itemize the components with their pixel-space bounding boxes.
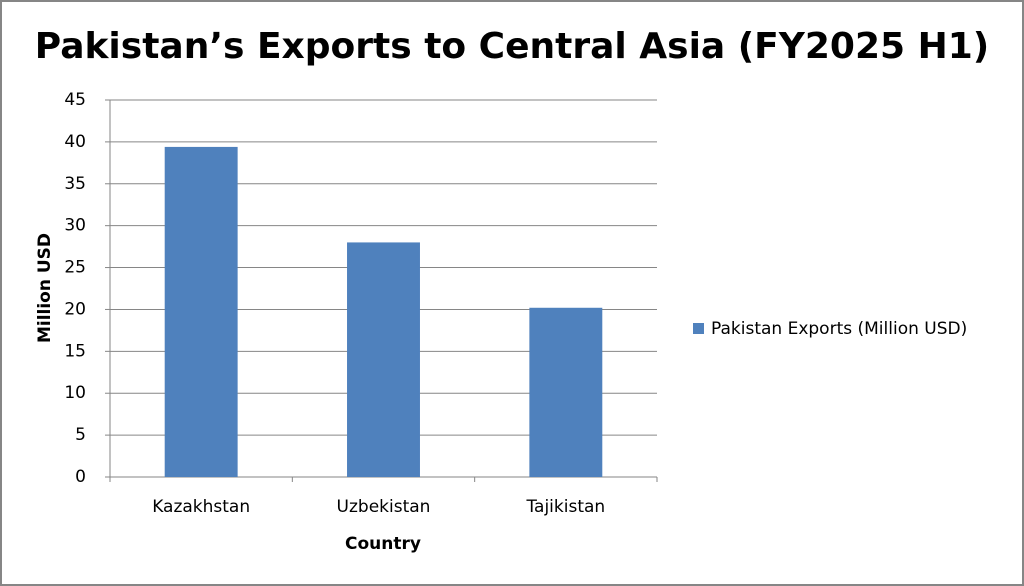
x-tick-label: Tajikistan [525,497,605,517]
y-tick-label: 45 [64,90,86,110]
y-axis-label: Million USD [35,233,55,343]
x-axis-label: Country [345,534,421,554]
legend-label: Pakistan Exports (Million USD) [711,319,967,339]
y-tick-label: 15 [64,341,86,361]
y-tick-label: 5 [75,425,86,445]
y-tick-label: 35 [64,174,86,194]
x-tick-label: Uzbekistan [337,497,431,517]
x-tick-label: Kazakhstan [152,497,250,517]
bar [164,146,238,477]
chart-title: Pakistan’s Exports to Central Asia (FY20… [35,26,989,67]
y-tick-label: 40 [64,132,86,152]
y-tick-label: 25 [64,258,86,278]
y-tick-label: 10 [64,383,86,403]
y-tick-label: 20 [64,299,86,319]
legend-swatch [693,323,704,334]
bar [529,307,603,477]
y-tick-label: 0 [75,467,86,487]
bar [347,242,420,477]
y-tick-label: 30 [64,216,86,236]
